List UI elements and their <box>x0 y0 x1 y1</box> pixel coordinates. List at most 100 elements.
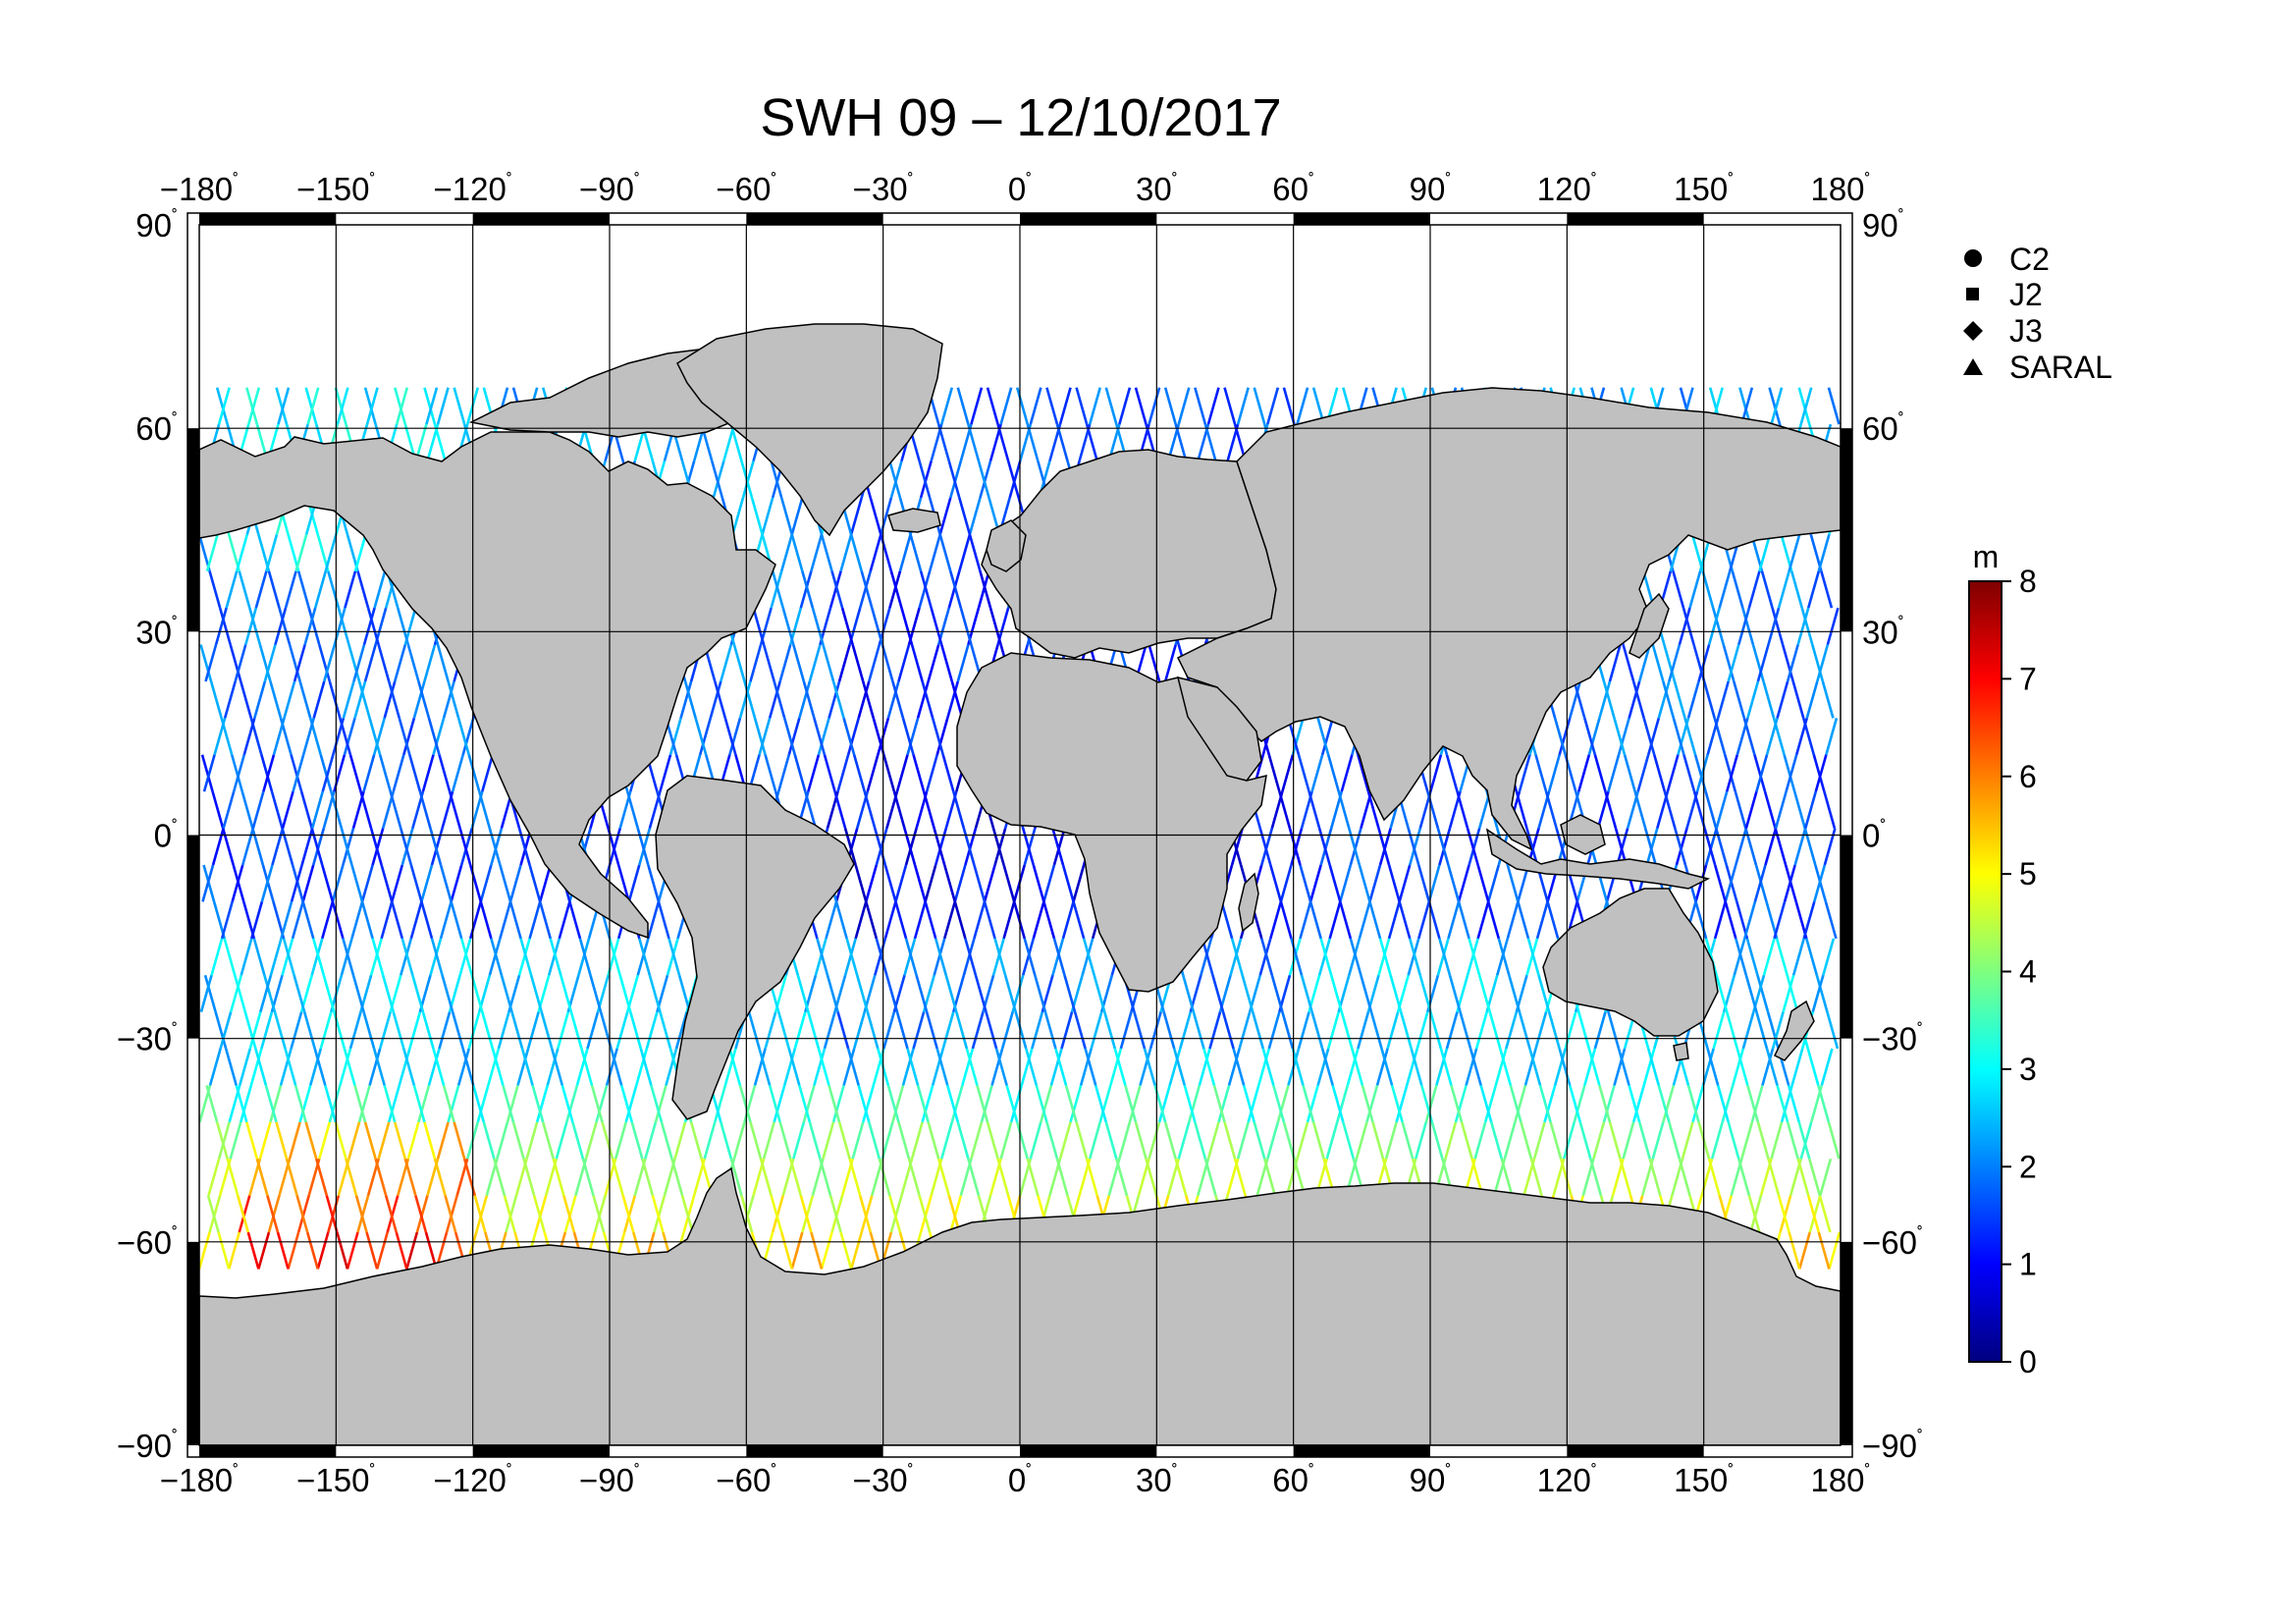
track-segment <box>1518 754 1531 792</box>
track-segment <box>1251 1011 1265 1050</box>
track-segment <box>916 680 930 719</box>
track-segment <box>1494 1048 1508 1086</box>
track-segment <box>1281 754 1295 792</box>
track-segment <box>980 1085 993 1123</box>
track-segment <box>1236 1121 1250 1160</box>
track-segment <box>1124 1085 1138 1123</box>
track-segment <box>288 1121 301 1160</box>
track-segment <box>205 534 219 572</box>
track-segment <box>925 1011 938 1050</box>
track-segment <box>1328 864 1342 902</box>
track-segment <box>1747 570 1761 609</box>
track-segment <box>651 1195 665 1233</box>
track-segment <box>575 1048 589 1086</box>
track-segment <box>1468 1048 1482 1086</box>
track-segment <box>729 423 743 461</box>
track-segment <box>872 1048 885 1086</box>
track-segment <box>1230 828 1244 866</box>
frame-bar <box>1020 213 1157 225</box>
track-segment <box>479 864 493 902</box>
track-segment <box>260 754 274 792</box>
track-segment <box>578 938 592 976</box>
track-segment <box>1448 974 1462 1012</box>
track-segment <box>1547 754 1561 792</box>
track-segment <box>1721 1085 1735 1123</box>
track-segment <box>639 1048 653 1086</box>
track-segment <box>1646 718 1661 756</box>
track-segment <box>753 1048 767 1086</box>
track-segment <box>796 974 810 1012</box>
track-segment <box>549 938 562 976</box>
track-segment <box>636 828 650 866</box>
track-segment <box>378 1011 392 1050</box>
track-segment <box>1607 754 1621 792</box>
track-segment <box>1577 1011 1591 1050</box>
track-segment <box>986 1121 999 1160</box>
track-segment <box>467 1011 481 1050</box>
track-segment <box>482 1121 496 1160</box>
track-segment <box>1681 1121 1694 1160</box>
track-segment <box>269 680 283 719</box>
track-segment <box>861 680 876 719</box>
track-segment <box>947 570 961 609</box>
track-segment <box>348 1011 362 1050</box>
track-segment <box>814 938 828 976</box>
track-segment <box>397 607 410 645</box>
track-segment <box>714 1085 727 1123</box>
track-segment <box>362 1011 376 1050</box>
track-segment <box>1088 387 1101 425</box>
track-segment <box>947 460 961 499</box>
track-segment <box>203 974 217 1012</box>
track-segment <box>204 644 218 682</box>
track-segment <box>1746 680 1760 719</box>
track-segment <box>955 1011 969 1050</box>
track-segment <box>1794 718 1808 756</box>
frame-bar <box>187 835 199 1039</box>
track-segment <box>912 1011 926 1050</box>
track-segment <box>418 790 432 829</box>
track-segment <box>1015 387 1030 425</box>
latitude-tick-label: −30˚ <box>117 1021 178 1057</box>
track-segment <box>1308 790 1321 829</box>
track-segment <box>1015 1121 1030 1160</box>
track-segment <box>1253 1121 1266 1160</box>
track-segment <box>314 1158 329 1196</box>
track-segment <box>1177 1121 1191 1160</box>
track-segment <box>1390 1085 1404 1123</box>
track-segment <box>1768 387 1782 425</box>
track-segment <box>1238 1011 1252 1050</box>
track-segment <box>1662 1085 1676 1123</box>
track-segment <box>1052 938 1066 976</box>
track-segment <box>1445 1011 1459 1050</box>
track-segment <box>1157 1085 1171 1123</box>
track-segment <box>303 607 317 645</box>
track-segment <box>228 1085 241 1123</box>
track-segment <box>1261 1048 1275 1086</box>
track-segment <box>1476 901 1490 940</box>
track-segment <box>1509 1085 1522 1123</box>
track-segment <box>1532 1121 1546 1160</box>
track-segment <box>1562 1121 1576 1160</box>
track-segment <box>1826 607 1840 645</box>
track-segment <box>823 754 836 792</box>
track-segment <box>711 460 724 499</box>
track-segment <box>1230 938 1244 976</box>
longitude-tick-label: −120˚ <box>433 171 511 207</box>
track-segment <box>240 1085 253 1123</box>
track-segment <box>1371 1121 1385 1160</box>
track-segment <box>408 1011 422 1050</box>
track-segment <box>861 1085 876 1123</box>
track-segment <box>834 901 848 940</box>
track-segment <box>211 790 225 829</box>
track-segment <box>936 1158 951 1196</box>
track-segment <box>1051 938 1065 976</box>
track-segment <box>801 1195 815 1233</box>
track-segment <box>562 1195 576 1233</box>
track-segment <box>400 938 413 976</box>
track-segment <box>946 680 960 719</box>
track-segment <box>720 644 733 682</box>
track-segment <box>451 754 464 792</box>
track-segment <box>325 1195 339 1233</box>
track-segment <box>430 828 444 866</box>
track-segment <box>1711 607 1726 645</box>
